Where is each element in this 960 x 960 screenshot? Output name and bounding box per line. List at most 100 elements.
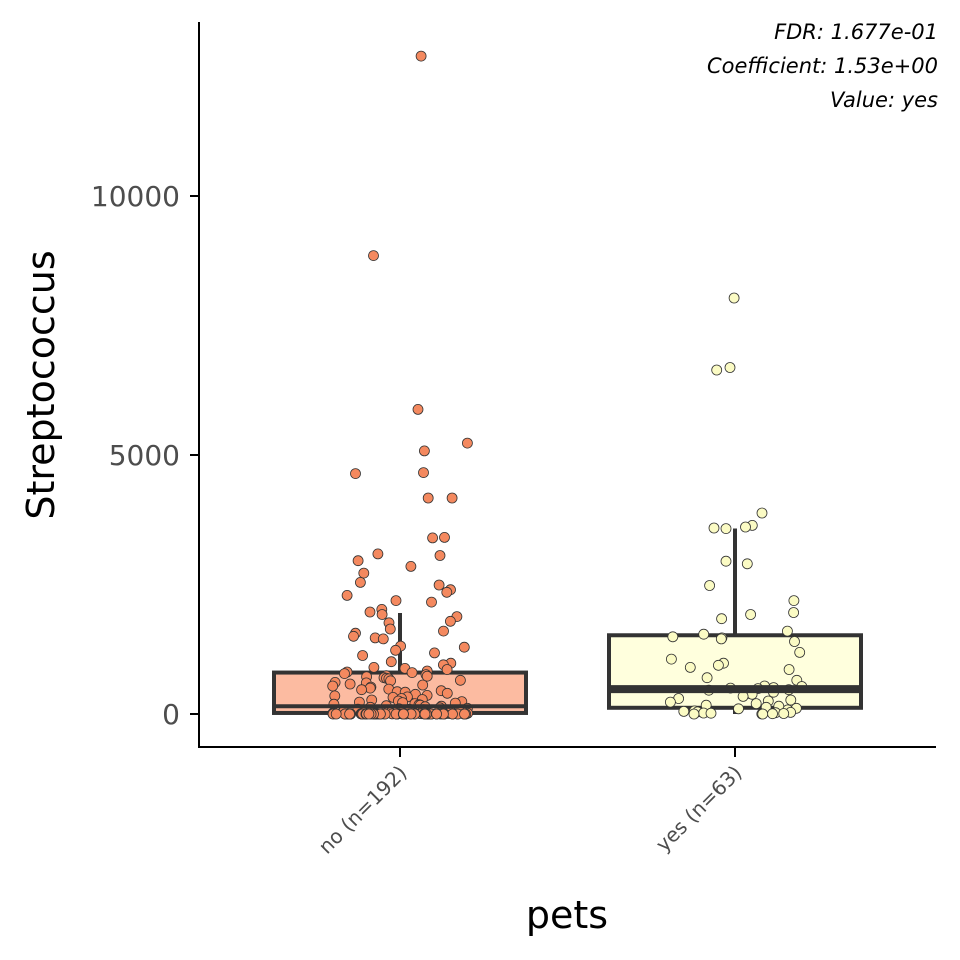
data-point <box>756 507 768 519</box>
data-point <box>757 708 769 720</box>
data-point <box>720 555 732 567</box>
data-point <box>741 558 753 570</box>
data-point <box>431 708 443 720</box>
data-point <box>377 633 389 645</box>
data-point <box>368 250 379 262</box>
data-point <box>441 586 453 598</box>
data-point <box>783 664 795 675</box>
data-point <box>782 625 793 637</box>
data-point <box>701 672 713 684</box>
data-point <box>715 633 727 645</box>
data-point <box>344 708 356 720</box>
data-point <box>398 708 409 720</box>
box-1 <box>607 633 863 710</box>
points-layer <box>274 50 861 720</box>
data-point <box>412 403 424 415</box>
data-point <box>341 590 353 601</box>
x-axis-title: pets <box>526 893 608 937</box>
axes-layer <box>198 22 936 748</box>
data-point <box>454 674 466 686</box>
data-point <box>419 708 431 720</box>
data-point <box>356 684 368 696</box>
data-point <box>785 694 797 706</box>
data-point <box>794 647 806 658</box>
data-point <box>376 609 388 620</box>
data-point <box>385 656 397 668</box>
y-axis-title: Streptococcus <box>19 250 63 519</box>
data-point <box>330 708 342 720</box>
y-tick-label: 0 <box>162 698 180 731</box>
y-tick-label: 10000 <box>91 180 180 213</box>
data-point <box>357 650 369 661</box>
data-point <box>405 561 417 572</box>
data-point <box>350 468 361 480</box>
data-point <box>441 687 453 699</box>
x-tick-label: yes (n=63) <box>651 761 747 857</box>
data-point <box>415 50 427 62</box>
data-point <box>422 492 434 504</box>
data-point <box>372 548 384 560</box>
data-point <box>364 606 376 618</box>
data-point <box>724 362 736 373</box>
data-point <box>750 698 762 709</box>
data-point <box>363 708 375 720</box>
data-point <box>354 577 366 588</box>
x-ticks: no (n=192) yes (n=63) <box>314 747 747 858</box>
data-point <box>708 522 720 534</box>
y-ticks: 0 5000 10000 <box>91 180 199 731</box>
data-point <box>358 567 370 579</box>
data-point <box>688 708 700 720</box>
data-point <box>745 609 756 620</box>
data-point <box>406 667 418 678</box>
data-point <box>704 580 715 591</box>
data-point <box>705 707 717 719</box>
data-point <box>421 670 433 682</box>
data-point <box>390 595 402 606</box>
annotation-coefficient: Coefficient: 1.53e+00 <box>707 54 938 78</box>
data-point <box>444 615 456 627</box>
data-point <box>740 521 751 533</box>
data-point <box>788 607 799 618</box>
data-point <box>665 696 676 708</box>
y-tick-label: 5000 <box>109 439 180 472</box>
data-point <box>418 467 429 479</box>
annotation-value: Value: yes <box>830 88 938 112</box>
data-point <box>439 532 450 543</box>
data-point <box>713 659 724 671</box>
data-point <box>417 679 429 691</box>
data-point <box>390 644 402 656</box>
data-point <box>666 653 677 665</box>
data-point <box>344 678 356 690</box>
x-tick-label: no (n=192) <box>314 761 412 859</box>
data-point <box>789 636 800 647</box>
data-point <box>429 647 440 659</box>
data-point <box>711 364 723 376</box>
data-point <box>352 555 364 567</box>
data-point <box>728 292 740 304</box>
data-point <box>459 708 470 720</box>
data-point <box>720 523 732 534</box>
data-point <box>446 492 458 504</box>
data-point <box>368 662 380 673</box>
data-point <box>684 662 696 673</box>
data-point <box>778 708 790 719</box>
data-point <box>698 628 710 640</box>
data-point <box>433 579 445 591</box>
data-point <box>678 706 690 717</box>
data-point <box>418 445 430 457</box>
data-point <box>426 596 437 608</box>
data-point <box>733 703 744 715</box>
data-point <box>348 630 359 642</box>
data-point <box>327 680 339 692</box>
annotation-fdr: FDR: 1.677e-01 <box>774 20 938 44</box>
data-point <box>667 631 679 643</box>
data-point <box>461 437 473 449</box>
data-point <box>441 664 453 675</box>
data-point <box>427 532 439 544</box>
data-point <box>716 613 727 625</box>
data-point <box>447 708 458 720</box>
data-point <box>458 641 470 653</box>
data-point <box>339 668 350 679</box>
data-point <box>434 550 446 561</box>
